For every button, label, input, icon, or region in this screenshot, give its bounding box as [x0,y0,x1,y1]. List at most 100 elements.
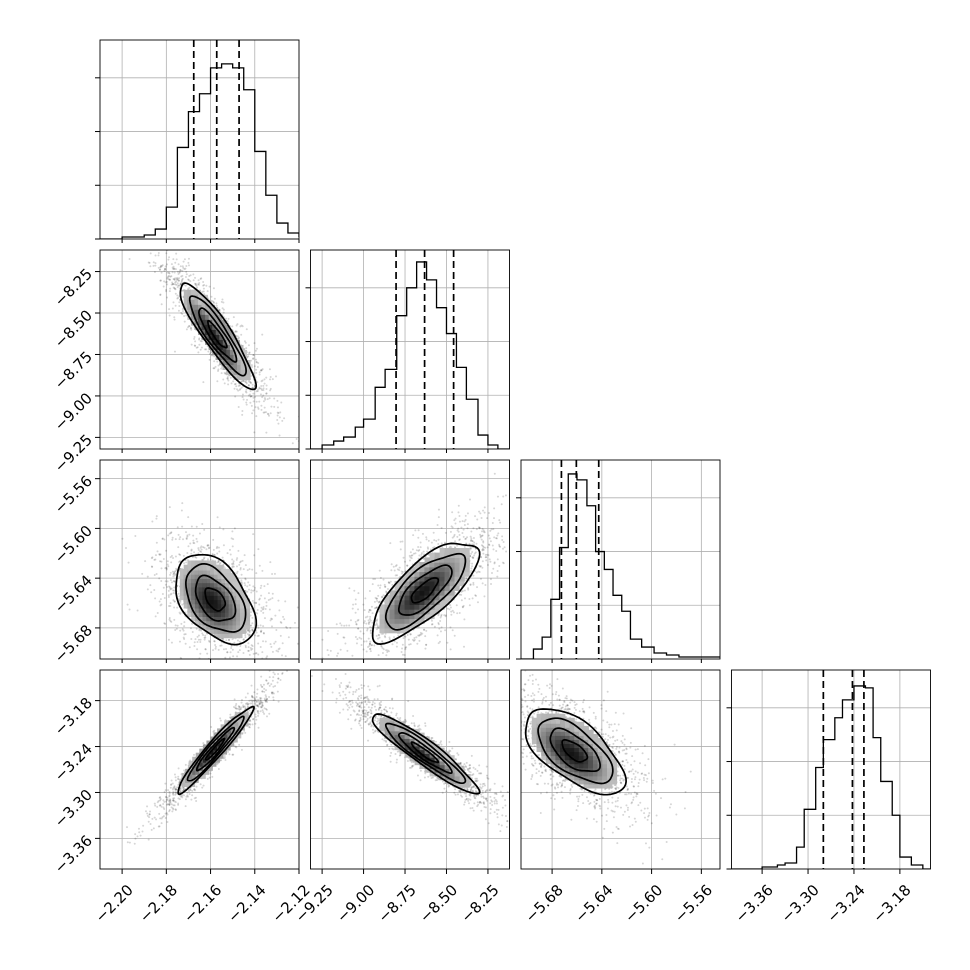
scatter-point [187,264,190,267]
scatter-point [162,285,165,288]
scatter-point [493,562,496,565]
scatter-point [486,517,489,520]
scatter-point [277,412,280,415]
density-cell [419,562,430,573]
scatter-point [180,509,183,512]
scatter-point [395,564,398,567]
scatter-point [376,637,379,640]
scatter-point [169,593,172,596]
scatter-point [239,387,242,390]
scatter-point [154,254,157,257]
scatter-point [222,311,225,314]
scatter-point [166,276,169,279]
scatter-point [233,387,236,390]
scatter-point [197,279,200,282]
scatter-point [167,258,170,261]
histogram-2 [521,473,720,659]
scatter-point [418,634,421,637]
scatter-point [271,378,274,381]
scatter-point [169,579,172,582]
scatter-point [371,644,374,647]
scatter-point [260,408,263,411]
density-cell [434,552,445,563]
scatter-point [275,375,278,378]
scatter-point [363,609,366,612]
scatter-point [158,600,161,603]
scatter-point [186,326,189,329]
scatter-point [168,274,171,277]
scatter-point [263,617,266,620]
scatter-point [238,563,241,566]
scatter-point [220,367,223,370]
scatter-point [470,547,473,550]
scatter-point [174,281,177,284]
scatter-point [418,554,421,557]
scatter-point [265,604,268,607]
scatter-point [412,534,415,537]
scatter-point [266,583,269,586]
scatter-point [479,535,482,538]
scatter-point [281,654,284,657]
scatter-point [480,538,483,541]
scatter-point [249,380,252,383]
scatter-point [172,265,175,268]
scatter-point [194,283,197,286]
scatter-point [376,618,379,621]
scatter-point [373,578,376,581]
scatter-point [479,536,482,539]
scatter-point [163,538,166,541]
scatter-point [255,390,258,393]
scatter-point [437,538,440,541]
scatter-point [232,560,235,563]
scatter-point [245,391,248,394]
scatter-point [237,337,240,340]
scatter-point [212,548,215,551]
scatter-point [344,642,347,645]
scatter-point [243,340,246,343]
scatter-point [224,656,227,659]
scatter-point [212,367,215,370]
scatter-point [168,278,171,281]
scatter-point [170,592,173,595]
scatter-point [380,632,383,635]
scatter-point [187,257,190,260]
scatter-point [437,621,440,624]
scatter-point [466,536,469,539]
scatter-point [194,282,197,285]
scatter-point [379,576,382,579]
scatter-point [425,538,428,541]
scatter-point [480,534,483,537]
scatter-point [360,637,363,640]
scatter-point [180,311,183,314]
scatter-point [243,582,246,585]
scatter-point [263,597,266,600]
scatter-point [433,625,436,628]
scatter-point [193,645,196,648]
scatter-point [484,556,487,559]
scatter-point [393,569,396,572]
scatter-point [264,398,267,401]
scatter-point [166,560,169,563]
scatter-point [236,323,239,326]
scatter-point [470,530,473,533]
scatter-point [478,510,481,513]
scatter-point [200,340,203,343]
scatter-point [474,594,477,597]
scatter-point [374,623,377,626]
scatter-point [381,647,384,650]
scatter-point [253,601,256,604]
scatter-point [363,640,366,643]
scatter-point [167,638,170,641]
scatter-point [247,642,250,645]
scatter-point [411,548,414,551]
scatter-point [192,279,195,282]
scatter-point [369,609,372,612]
scatter-point [252,353,255,356]
scatter-point [385,590,388,593]
scatter-point [185,270,188,273]
scatter-point [172,283,175,286]
scatter-point [238,640,241,643]
scatter-point [234,330,237,333]
scatter-point [220,644,223,647]
scatter-point [174,304,177,307]
